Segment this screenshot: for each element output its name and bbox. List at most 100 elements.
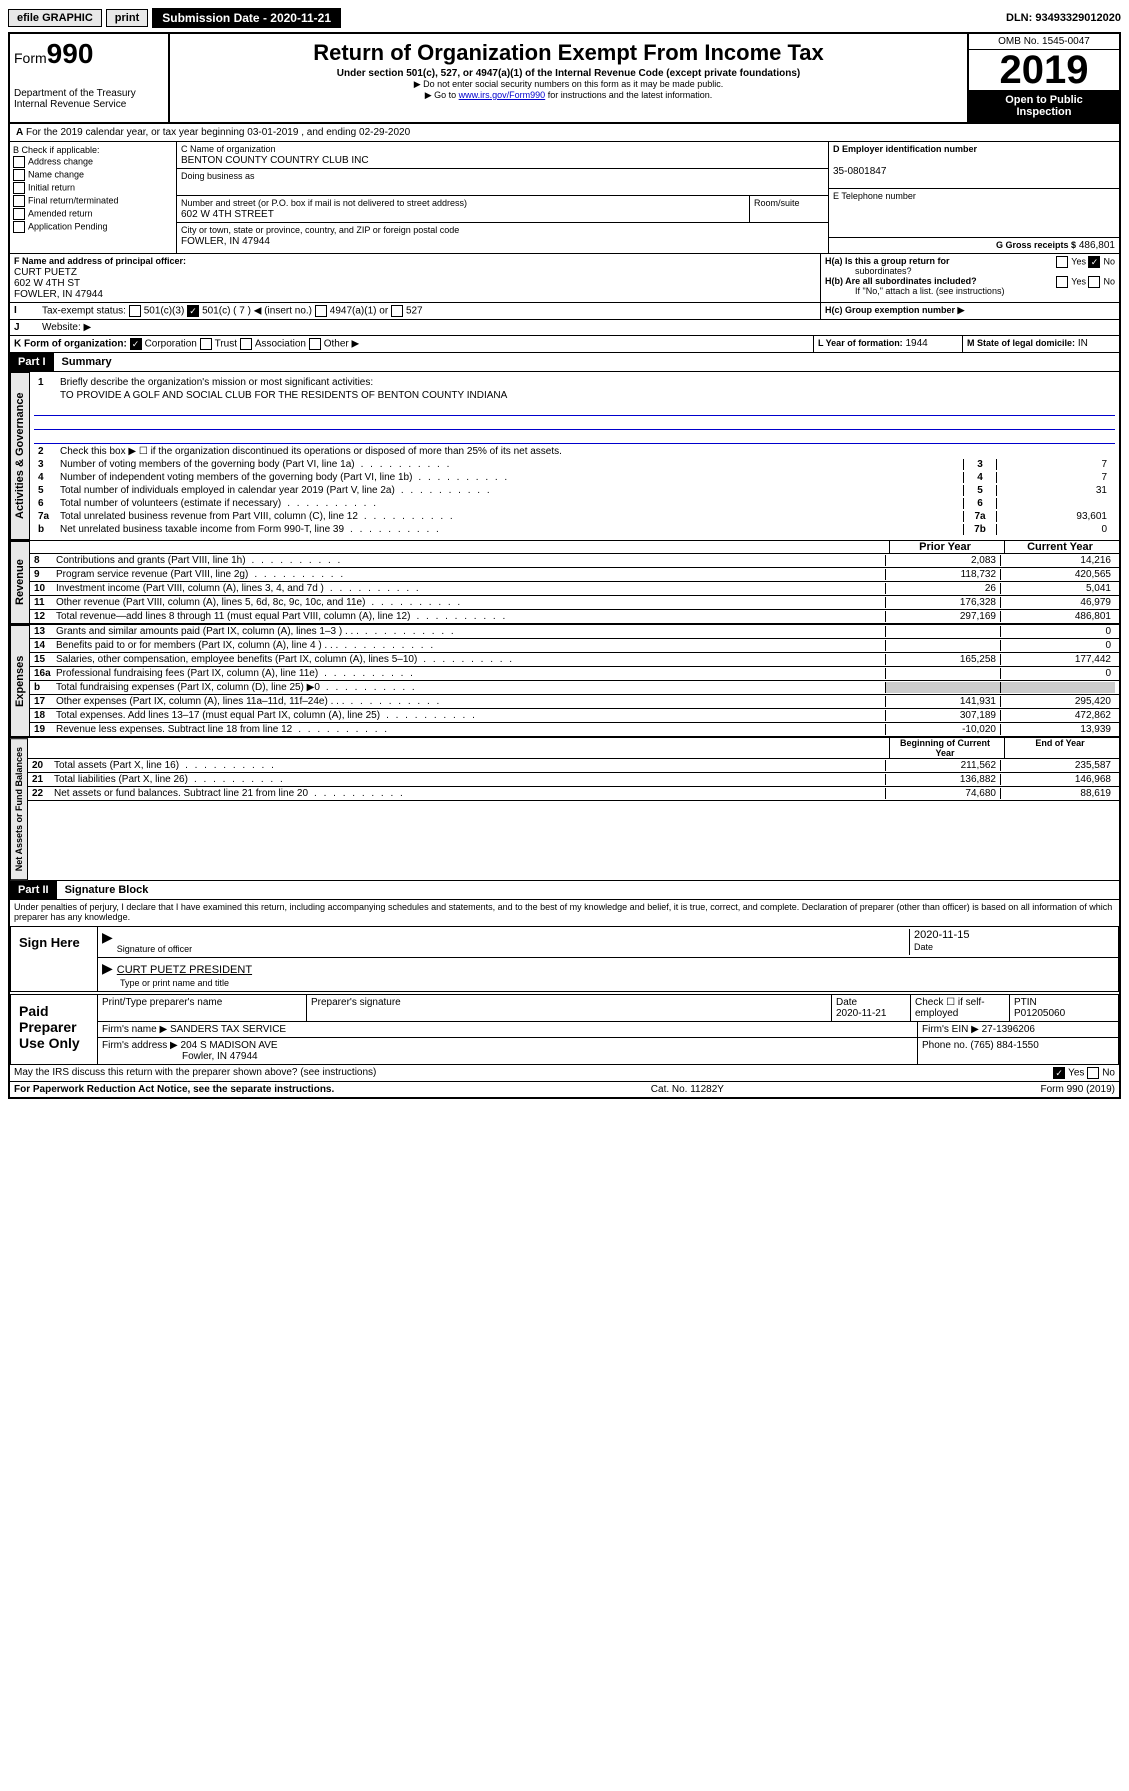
prep-sig-hdr: Preparer's signature [307, 995, 832, 1021]
chk-4947[interactable] [315, 305, 327, 317]
self-emp: Check ☐ if self-employed [911, 995, 1010, 1021]
line3: Number of voting members of the governin… [60, 459, 963, 470]
prep-name-hdr: Print/Type preparer's name [98, 995, 307, 1021]
pra-notice: For Paperwork Reduction Act Notice, see … [14, 1084, 334, 1095]
cat-no: Cat. No. 11282Y [651, 1084, 724, 1095]
chk-hb-yes[interactable] [1056, 276, 1068, 288]
table-row: Revenue less expenses. Subtract line 18 … [56, 724, 885, 735]
prior-val: -10,020 [885, 724, 1000, 735]
chk-address[interactable] [13, 156, 25, 168]
table-row: Salaries, other compensation, employee b… [56, 654, 885, 665]
chk-amended[interactable] [13, 208, 25, 220]
sign-here: Sign Here [11, 927, 98, 991]
tab-netassets: Net Assets or Fund Balances [10, 738, 28, 880]
col-current: Current Year [1004, 541, 1119, 553]
period-text: For the 2019 calendar year, or tax year … [26, 127, 410, 138]
g-label: G Gross receipts $ [996, 240, 1076, 250]
subtitle-2: ▶ Do not enter social security numbers o… [174, 79, 963, 90]
table-row: Professional fundraising fees (Part IX, … [56, 668, 885, 679]
print-button[interactable]: print [106, 9, 148, 27]
gross-receipts: 486,801 [1079, 240, 1115, 251]
sig-date: 2020-11-15 [914, 929, 969, 941]
ha-label: H(a) Is this a group return for [825, 256, 950, 266]
table-row: Grants and similar amounts paid (Part IX… [56, 626, 885, 637]
arrow-icon: ▶ [102, 929, 113, 955]
chk-ha-yes[interactable] [1056, 256, 1068, 268]
v7a: 93,601 [997, 511, 1111, 522]
chk-name[interactable] [13, 169, 25, 181]
m-label: M State of legal domicile: [967, 338, 1075, 348]
firm-ein: 27-1396206 [982, 1024, 1035, 1035]
year-formation: 1944 [905, 338, 927, 349]
prior-val: 141,931 [885, 696, 1000, 707]
room-label: Room/suite [754, 198, 800, 208]
irs-link[interactable]: www.irs.gov/Form990 [459, 90, 546, 100]
col-bcy: Beginning of Current Year [889, 738, 1004, 758]
chk-initial[interactable] [13, 182, 25, 194]
col-eoy: End of Year [1004, 738, 1119, 758]
part2-header: Part II [10, 881, 57, 899]
open-public: Open to Public [1005, 94, 1083, 106]
k-label: K Form of organization: [14, 339, 127, 350]
addr-label: Number and street (or P.O. box if mail i… [181, 198, 467, 208]
chk-ha-no[interactable]: ✓ [1088, 256, 1100, 268]
dept-label: Department of the Treasury [14, 88, 164, 99]
table-row: Other revenue (Part VIII, column (A), li… [56, 597, 885, 608]
prior-val: 211,562 [885, 760, 1000, 771]
chk-hb-no[interactable] [1088, 276, 1100, 288]
part1-header: Part I [10, 353, 54, 371]
chk-discuss-yes[interactable]: ✓ [1053, 1067, 1065, 1079]
chk-pending[interactable] [13, 221, 25, 233]
tax-year: 2019 [969, 50, 1119, 90]
current-val: 146,968 [1000, 774, 1115, 785]
current-val: 13,939 [1000, 724, 1115, 735]
prior-val: 307,189 [885, 710, 1000, 721]
prior-val [885, 640, 1000, 651]
current-val: 420,565 [1000, 569, 1115, 580]
chk-527[interactable] [391, 305, 403, 317]
form-label: Form [14, 50, 47, 66]
discuss-question: May the IRS discuss this return with the… [14, 1067, 1053, 1079]
officer-name: CURT PUETZ [14, 267, 77, 278]
name-label: Type or print name and title [120, 978, 229, 988]
form-number: 990 [47, 38, 94, 69]
current-val: 88,619 [1000, 788, 1115, 799]
current-val: 472,862 [1000, 710, 1115, 721]
chk-assoc[interactable] [240, 338, 252, 350]
domicile: IN [1078, 338, 1088, 349]
current-val: 295,420 [1000, 696, 1115, 707]
f-label: F Name and address of principal officer: [14, 256, 186, 266]
date-label: Date [914, 942, 933, 952]
current-val: 486,801 [1000, 611, 1115, 622]
chk-final[interactable] [13, 195, 25, 207]
table-row: Investment income (Part VIII, column (A)… [56, 583, 885, 594]
i-label: Tax-exempt status: [42, 306, 126, 317]
firm-name: SANDERS TAX SERVICE [170, 1024, 286, 1035]
chk-other[interactable] [309, 338, 321, 350]
chk-discuss-no[interactable] [1087, 1067, 1099, 1079]
current-val: 0 [1000, 640, 1115, 651]
efile-button[interactable]: efile GRAPHIC [8, 9, 102, 27]
l-label: L Year of formation: [818, 338, 903, 348]
firm-addr2: Fowler, IN 47944 [182, 1051, 258, 1062]
line6: Total number of volunteers (estimate if … [60, 498, 963, 509]
prior-val: 74,680 [885, 788, 1000, 799]
inspection: Inspection [1016, 106, 1071, 118]
paid-preparer: Paid Preparer Use Only [11, 995, 98, 1064]
section-b: B Check if applicable: Address change Na… [10, 142, 177, 253]
chk-trust[interactable] [200, 338, 212, 350]
chk-501c[interactable]: ✓ [187, 305, 199, 317]
tab-expenses: Expenses [10, 625, 30, 737]
arrow-icon: ▶ [102, 960, 113, 976]
current-val: 46,979 [1000, 597, 1115, 608]
line5: Total number of individuals employed in … [60, 485, 963, 496]
officer-addr2: FOWLER, IN 47944 [14, 289, 103, 300]
line4: Number of independent voting members of … [60, 472, 963, 483]
v7b: 0 [997, 524, 1111, 535]
chk-501c3[interactable] [129, 305, 141, 317]
ein: 35-0801847 [833, 166, 886, 177]
period-a: A [16, 127, 23, 138]
chk-corp[interactable]: ✓ [130, 338, 142, 350]
sig-officer-label: Signature of officer [117, 944, 192, 954]
prior-val: 26 [885, 583, 1000, 594]
